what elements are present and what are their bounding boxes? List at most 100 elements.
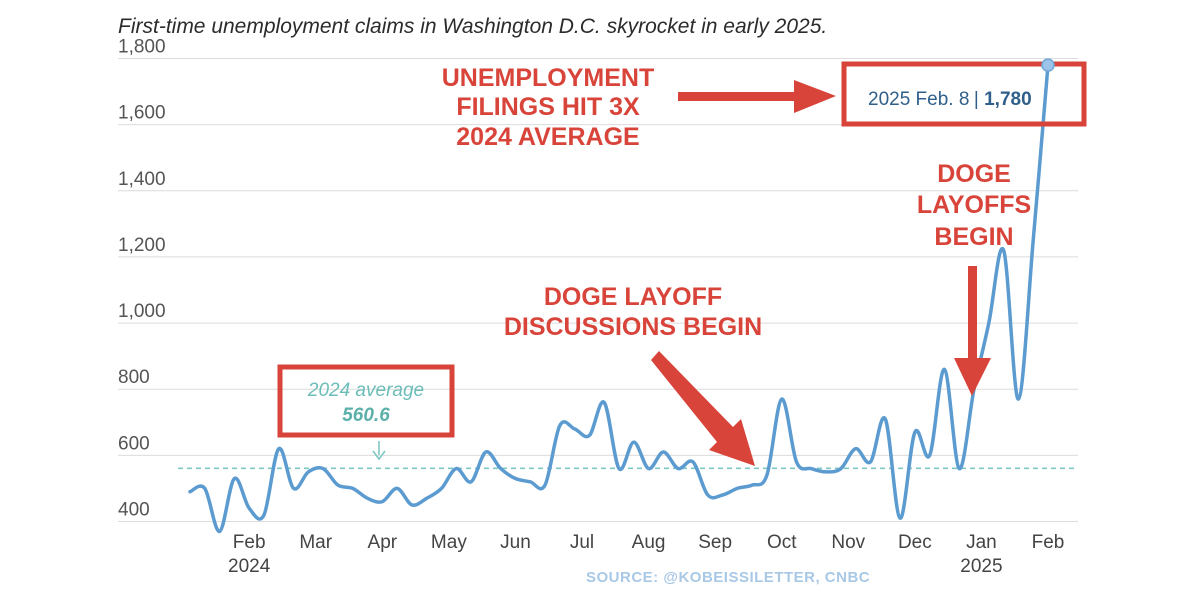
x-tick-label: Jul: [570, 532, 594, 553]
y-tick-label: 600: [118, 433, 150, 454]
average-value: 560.6: [342, 405, 390, 426]
annotation-filings-arrow: [678, 80, 836, 113]
annotation-layoffs-arrow: [954, 266, 991, 396]
annotation-layoffs: DOGE LAYOFFS BEGIN: [917, 160, 1031, 251]
annotation-discussions-line-1: DOGE LAYOFF: [544, 283, 722, 311]
data-point: [277, 447, 281, 451]
y-tick-label: 1,600: [118, 103, 166, 124]
data-point: [587, 434, 591, 438]
data-point: [351, 486, 355, 490]
x-tick-label: Feb: [1032, 532, 1065, 553]
data-point: [218, 529, 222, 533]
data-point: [617, 467, 621, 471]
x-tick-label: Dec: [898, 532, 932, 553]
data-point: [869, 460, 873, 464]
data-point: [232, 477, 236, 481]
x-tick-label: May: [431, 532, 467, 553]
y-tick-label: 1,800: [118, 37, 166, 58]
data-point: [366, 496, 370, 500]
data-point: [691, 460, 695, 464]
data-point: [883, 417, 887, 421]
claims-series-line: [188, 63, 1050, 534]
data-point: [454, 467, 458, 471]
data-point: [809, 467, 813, 471]
data-point: [721, 493, 725, 497]
data-point: [1016, 397, 1020, 401]
data-point: [1031, 238, 1035, 242]
data-point: [558, 424, 562, 428]
data-point: [499, 467, 503, 471]
data-point: [647, 467, 651, 471]
y-tick-label: 1,000: [118, 301, 166, 322]
x-tick-year-label: 2024: [228, 556, 271, 577]
data-point: [203, 486, 207, 490]
data-point: [898, 516, 902, 520]
peak-separator: |: [974, 89, 984, 110]
data-point: [469, 480, 473, 484]
y-tick-label: 1,200: [118, 235, 166, 256]
chart-title: First-time unemployment claims in Washin…: [118, 15, 827, 38]
data-point: [513, 477, 517, 481]
data-point: [765, 473, 769, 477]
data-point: [484, 450, 488, 454]
data-point: [854, 447, 858, 451]
x-tick-label: Oct: [767, 532, 797, 553]
data-point: [780, 397, 784, 401]
data-point: [188, 490, 192, 494]
data-point: [735, 486, 739, 490]
y-axis-ticks: 400 600 800 1,000 1,200 1,400 1,600 1,800: [118, 37, 166, 521]
data-point: [632, 440, 636, 444]
data-point: [380, 500, 384, 504]
average-arrow: [372, 441, 386, 461]
data-point: [795, 460, 799, 464]
y-tick-label: 400: [118, 499, 150, 520]
x-tick-year-label: 2025: [960, 556, 1002, 577]
data-point: [336, 483, 340, 487]
data-point: [395, 486, 399, 490]
data-point: [543, 483, 547, 487]
x-tick-label: Jun: [500, 532, 531, 553]
data-point: [661, 450, 665, 454]
peak-highlight-box: [841, 61, 1087, 127]
x-tick-label: Sep: [698, 532, 732, 553]
data-point: [425, 496, 429, 500]
annotation-layoffs-line-3: BEGIN: [934, 223, 1013, 251]
x-axis-ticks: Feb 2024 Mar Apr May Jun Jul Aug Sep Oct Nov Dec Jan…: [228, 532, 1064, 577]
annotation-discussions: DOGE LAYOFF DISCUSSIONS BEGIN: [504, 283, 762, 341]
annotation-layoffs-line-1: DOGE: [937, 160, 1011, 188]
data-point: [410, 503, 414, 507]
annotation-filings-line-2: FILINGS HIT 3X: [456, 93, 640, 121]
x-tick-label: Nov: [831, 532, 865, 553]
source-credit: SOURCE: @KOBEISSILETTER, CNBC: [586, 569, 870, 586]
data-point: [306, 470, 310, 474]
data-point: [292, 486, 296, 490]
x-tick-label: Feb: [233, 532, 266, 553]
data-point: [987, 321, 991, 325]
data-point: [262, 513, 266, 517]
x-tick-label: Aug: [632, 532, 666, 553]
y-tick-label: 800: [118, 367, 150, 388]
peak-date-label: 2025 Feb. 8: [868, 89, 969, 110]
x-tick-label: Apr: [368, 532, 398, 553]
data-point: [942, 367, 946, 371]
data-point: [839, 467, 843, 471]
peak-callout: 2025 Feb. 8 | 1,780: [868, 89, 1032, 110]
annotation-filings-3x: UNEMPLOYMENT FILINGS HIT 3X 2024 AVERAGE: [442, 64, 655, 151]
data-point: [824, 470, 828, 474]
data-point: [321, 467, 325, 471]
data-point: [528, 480, 532, 484]
annotation-filings-line-1: UNEMPLOYMENT: [442, 64, 655, 92]
data-point: [573, 427, 577, 431]
data-point: [247, 506, 251, 510]
data-point: [706, 493, 710, 497]
data-point: [957, 467, 961, 471]
data-point: [913, 430, 917, 434]
data-point: [440, 486, 444, 490]
x-tick-label: Mar: [299, 532, 332, 553]
data-point: [676, 467, 680, 471]
average-highlight-box: [277, 364, 455, 438]
peak-value-label: 1,780: [984, 89, 1032, 110]
x-tick-label: Jan: [966, 532, 997, 553]
annotation-layoffs-line-2: LAYOFFS: [917, 191, 1031, 219]
